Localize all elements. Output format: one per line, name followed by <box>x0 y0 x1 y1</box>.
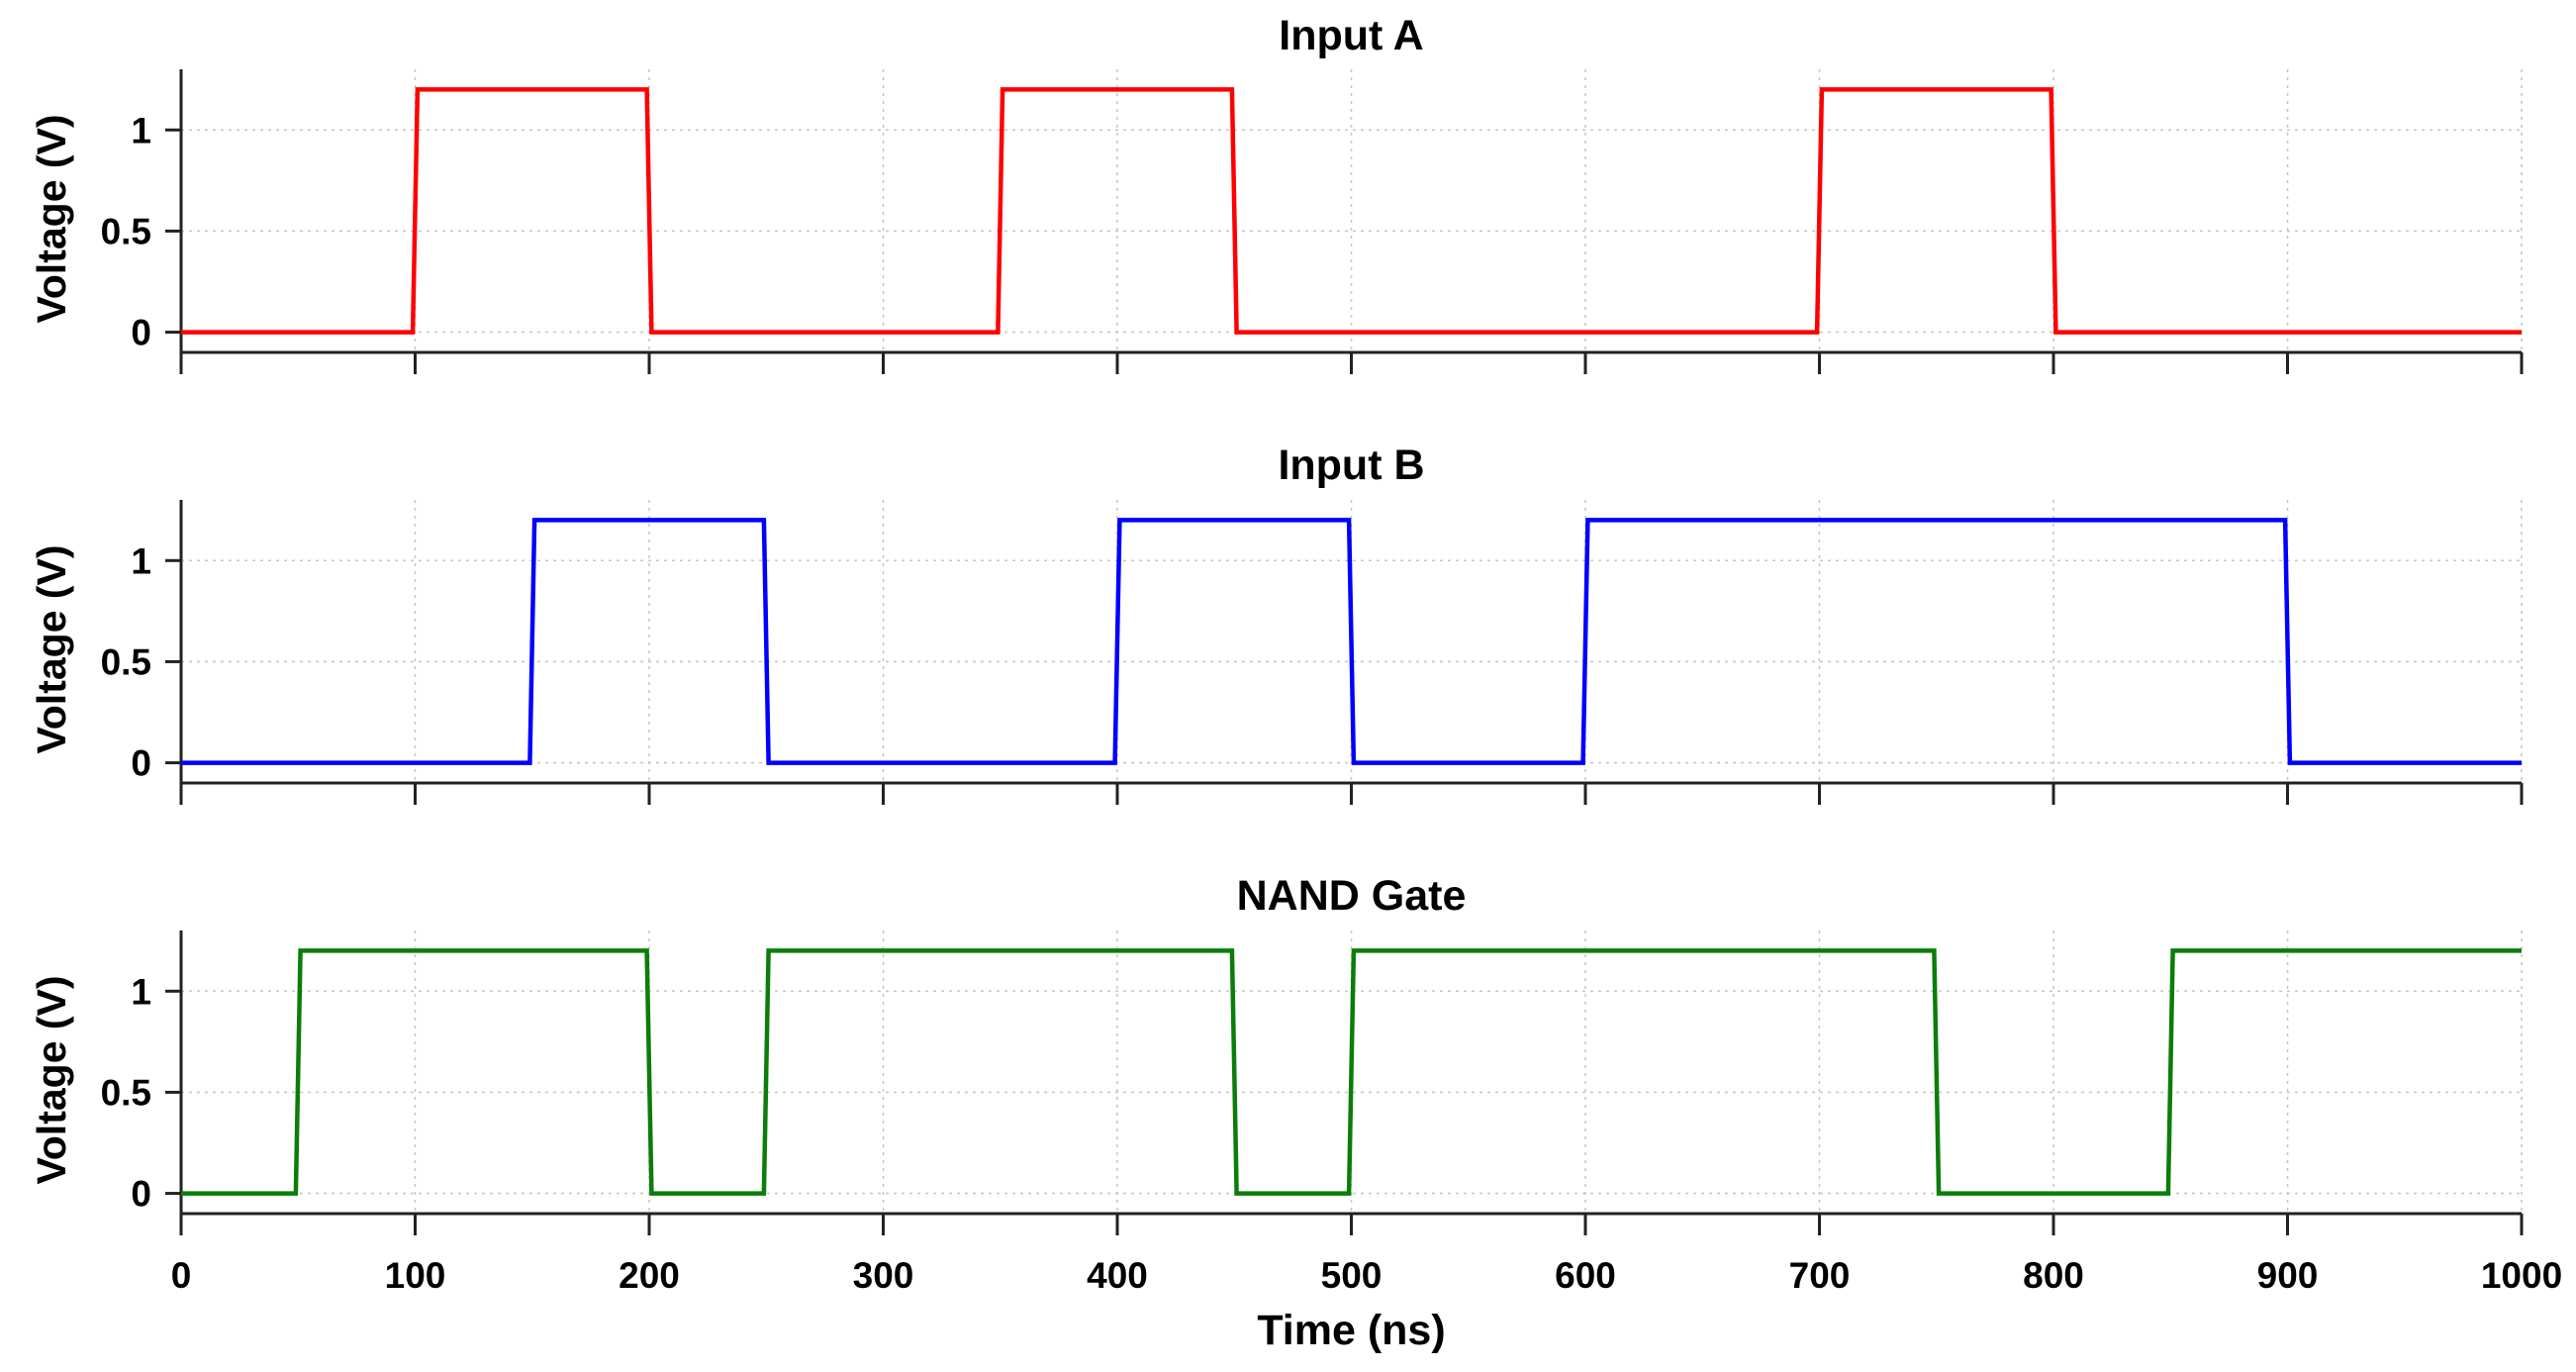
y-tick-label: 0 <box>131 313 151 353</box>
y-tick-label: 1 <box>131 971 151 1012</box>
x-tick-label: 500 <box>1321 1255 1383 1296</box>
x-axis-label: Time (ns) <box>1257 1307 1445 1354</box>
subplot-3: 0 0.5 1 0 100 200 300 400 500 600 700 800 900 1000 NAN… <box>29 872 2562 1354</box>
x-tick-label: 1000 <box>2481 1255 2562 1296</box>
subplot-title: NAND Gate <box>1237 872 1467 920</box>
y-tick-label: 0 <box>131 743 151 784</box>
y-tick-label: 1 <box>131 540 151 581</box>
y-axis-label: Voltage (V) <box>29 544 74 753</box>
y-tick-label: 0 <box>131 1174 151 1215</box>
y-tick-label: 0.5 <box>101 1072 151 1113</box>
subplot-2: 0 0.5 1 Input B Voltage (V) <box>29 441 2524 805</box>
y-tick-label: 0.5 <box>101 641 151 682</box>
y-axis-label: Voltage (V) <box>29 975 74 1184</box>
x-tick-label: 400 <box>1087 1255 1148 1296</box>
x-tick-label: 600 <box>1555 1255 1616 1296</box>
x-tick-label: 0 <box>171 1255 192 1296</box>
y-axis-label: Voltage (V) <box>29 114 74 323</box>
x-tick-label: 100 <box>385 1255 446 1296</box>
x-tick-label: 200 <box>619 1255 680 1296</box>
series-line-nand-gate <box>181 948 2522 1196</box>
x-tick-label: 300 <box>853 1255 914 1296</box>
x-tick-label: 900 <box>2257 1255 2319 1296</box>
subplot-1: 0 0.5 1 Input A Voltage (V) <box>29 12 2524 374</box>
y-tick-label: 1 <box>131 110 151 150</box>
subplot-title: Input A <box>1279 12 1423 59</box>
series-line-input-a <box>181 87 2522 335</box>
y-tick-label: 0.5 <box>101 211 151 251</box>
series-line-input-b <box>181 518 2522 765</box>
subplot-title: Input B <box>1278 441 1424 489</box>
x-tick-label: 700 <box>1789 1255 1851 1296</box>
x-tick-label: 800 <box>2023 1255 2084 1296</box>
